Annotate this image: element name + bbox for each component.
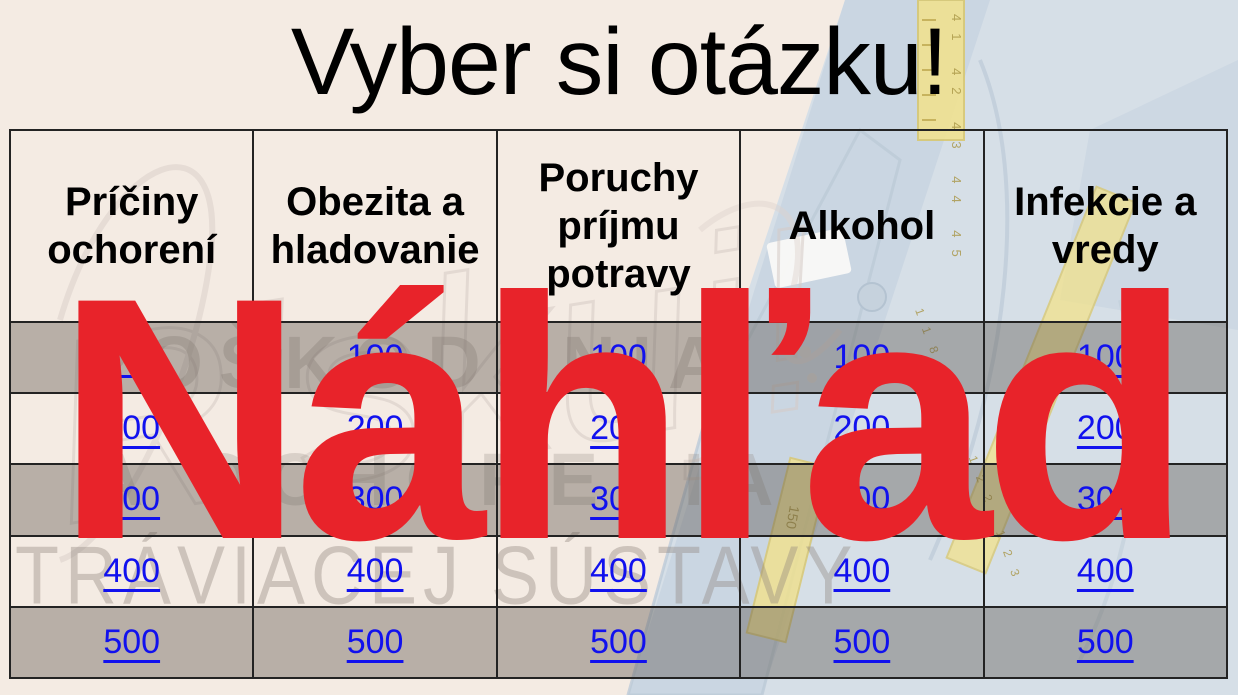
board-cell: 100 <box>739 320 985 395</box>
board-row: 500 500 500 500 500 <box>8 605 1229 680</box>
board-row: 400 400 400 400 400 <box>8 534 1229 608</box>
question-link-300[interactable]: 300 <box>346 480 404 519</box>
board-cell: 500 <box>252 605 498 680</box>
page-title: Vyber si otázku! <box>290 9 948 115</box>
board-cell: 200 <box>495 392 742 466</box>
question-link-300[interactable]: 300 <box>833 480 891 519</box>
board-cell: 500 <box>495 605 742 680</box>
question-link-500[interactable]: 500 <box>346 622 404 661</box>
question-link-400[interactable]: 400 <box>1076 551 1134 590</box>
board-cell: 100 <box>495 320 742 395</box>
question-link-200[interactable]: 200 <box>1076 409 1134 448</box>
question-link-100[interactable]: 100 <box>833 338 891 377</box>
board-cell: 400 <box>8 534 255 608</box>
question-link-100[interactable]: 100 <box>103 338 161 377</box>
board-cell: 400 <box>982 534 1229 608</box>
board-cell: 100 <box>8 320 255 395</box>
question-link-100[interactable]: 100 <box>590 338 647 377</box>
category-header-alkohol: Alkohol <box>739 129 985 323</box>
board-cell: 500 <box>982 605 1229 680</box>
board-cell: 300 <box>982 463 1229 537</box>
board-cell: 400 <box>495 534 742 608</box>
board-cell: 300 <box>739 463 985 537</box>
board-row: 200 200 200 200 200 <box>8 392 1229 466</box>
category-header-row: Príčiny ochorení Obezita a hladovanie Po… <box>8 129 1229 323</box>
board-cell: 200 <box>8 392 255 466</box>
board-cell: 300 <box>495 463 742 537</box>
question-link-200[interactable]: 200 <box>590 409 647 448</box>
question-link-400[interactable]: 400 <box>833 551 891 590</box>
question-link-500[interactable]: 500 <box>103 622 161 661</box>
question-link-200[interactable]: 200 <box>346 409 404 448</box>
board-row: 300 300 300 300 300 <box>8 463 1229 537</box>
board-cell: 200 <box>982 392 1229 466</box>
question-link-500[interactable]: 500 <box>590 622 647 661</box>
board-cell: 200 <box>739 392 985 466</box>
board-cell: 300 <box>252 463 498 537</box>
category-header-poruchy: Poruchy príjmu potravy <box>495 129 742 323</box>
board-cell: 500 <box>8 605 255 680</box>
board-cell: 100 <box>252 320 498 395</box>
question-link-400[interactable]: 400 <box>346 551 404 590</box>
question-link-300[interactable]: 300 <box>590 480 647 519</box>
board-cell: 500 <box>739 605 985 680</box>
question-link-200[interactable]: 200 <box>833 409 891 448</box>
category-header-infekcie: Infekcie a vredy <box>982 129 1229 323</box>
question-link-300[interactable]: 300 <box>1076 480 1134 519</box>
question-board: Príčiny ochorení Obezita a hladovanie Po… <box>8 129 1229 680</box>
question-link-500[interactable]: 500 <box>1076 622 1134 661</box>
question-link-200[interactable]: 200 <box>103 409 161 448</box>
question-link-400[interactable]: 400 <box>103 551 161 590</box>
category-header-obezita: Obezita a hladovanie <box>252 129 498 323</box>
board-cell: 400 <box>252 534 498 608</box>
board-cell: 400 <box>739 534 985 608</box>
board-cell: 200 <box>252 392 498 466</box>
question-link-400[interactable]: 400 <box>590 551 647 590</box>
category-header-priciny: Príčiny ochorení <box>8 129 255 323</box>
question-link-100[interactable]: 100 <box>1076 338 1134 377</box>
question-link-100[interactable]: 100 <box>346 338 404 377</box>
board-cell: 300 <box>8 463 255 537</box>
board-row: 100 100 100 100 100 <box>8 320 1229 395</box>
question-link-300[interactable]: 300 <box>103 480 161 519</box>
question-link-500[interactable]: 500 <box>833 622 891 661</box>
board-cell: 100 <box>982 320 1229 395</box>
board-body: 100 100 100 100 100 200 200 200 200 200 300 300 300 3… <box>8 320 1229 680</box>
